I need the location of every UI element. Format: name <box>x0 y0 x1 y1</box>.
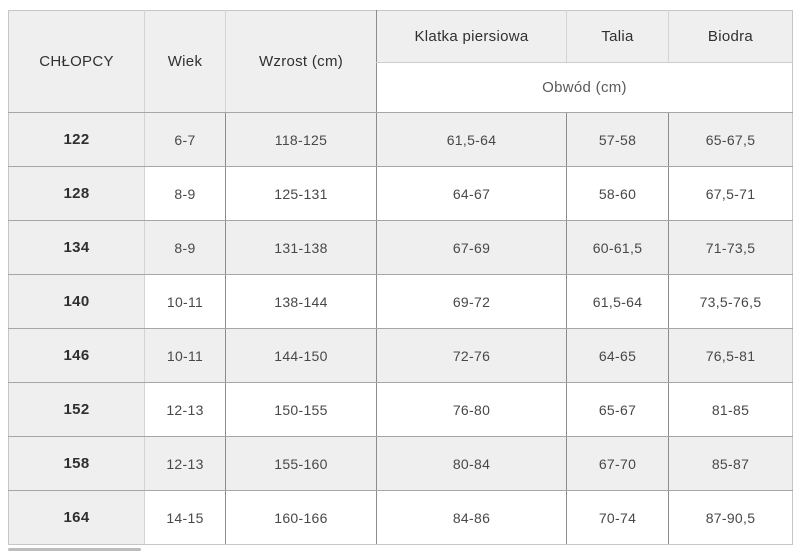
cell-size: 134 <box>8 220 145 275</box>
cell-size: 152 <box>8 382 145 437</box>
cell-hips: 73,5-76,5 <box>668 274 793 329</box>
col-header-hips: Biodra <box>668 10 793 63</box>
col-header-waist: Talia <box>566 10 669 63</box>
cell-hips: 67,5-71 <box>668 166 793 221</box>
header-row: CHŁOPCY Wiek Wzrost (cm) Klatka piersiow… <box>8 10 793 113</box>
cell-waist: 61,5-64 <box>566 274 669 329</box>
cell-hips: 87-90,5 <box>668 490 793 545</box>
cell-age: 6-7 <box>144 112 226 167</box>
cell-chest: 67-69 <box>376 220 567 275</box>
cell-hips: 76,5-81 <box>668 328 793 383</box>
cell-height: 118-125 <box>225 112 377 167</box>
cell-height: 131-138 <box>225 220 377 275</box>
cell-size: 164 <box>8 490 145 545</box>
cell-size: 158 <box>8 436 145 491</box>
cell-height: 160-166 <box>225 490 377 545</box>
subheader-row: Obwód (cm) <box>9 62 793 113</box>
cell-age: 12-13 <box>144 436 226 491</box>
table-row: 146 10-11 144-150 72-76 64-65 76,5-81 <box>8 328 793 383</box>
cell-waist: 70-74 <box>566 490 669 545</box>
horizontal-scrollbar-thumb[interactable] <box>8 548 141 551</box>
cell-size: 146 <box>8 328 145 383</box>
cell-height: 125-131 <box>225 166 377 221</box>
cell-height: 150-155 <box>225 382 377 437</box>
cell-age: 8-9 <box>144 166 226 221</box>
cell-waist: 60-61,5 <box>566 220 669 275</box>
col-header-age: Wiek <box>144 10 226 113</box>
table-row: 122 6-7 118-125 61,5-64 57-58 65-67,5 <box>8 112 793 167</box>
table-row: 128 8-9 125-131 64-67 58-60 67,5-71 <box>8 166 793 221</box>
table-row: 134 8-9 131-138 67-69 60-61,5 71-73,5 <box>8 220 793 275</box>
cell-age: 10-11 <box>144 274 226 329</box>
cell-age: 10-11 <box>144 328 226 383</box>
cell-hips: 71-73,5 <box>668 220 793 275</box>
cell-age: 8-9 <box>144 220 226 275</box>
cell-waist: 65-67 <box>566 382 669 437</box>
cell-waist: 58-60 <box>566 166 669 221</box>
table-row: 140 10-11 138-144 69-72 61,5-64 73,5-76,… <box>8 274 793 329</box>
cell-hips: 85-87 <box>668 436 793 491</box>
col-header-boys: CHŁOPCY <box>8 10 145 113</box>
col-header-height: Wzrost (cm) <box>225 10 377 113</box>
cell-age: 12-13 <box>144 382 226 437</box>
cell-chest: 84-86 <box>376 490 567 545</box>
cell-chest: 80-84 <box>376 436 567 491</box>
cell-hips: 81-85 <box>668 382 793 437</box>
col-header-chest: Klatka piersiowa <box>376 10 567 63</box>
table-row: 152 12-13 150-155 76-80 65-67 81-85 <box>8 382 793 437</box>
cell-waist: 67-70 <box>566 436 669 491</box>
cell-waist: 57-58 <box>566 112 669 167</box>
cell-hips: 65-67,5 <box>668 112 793 167</box>
cell-height: 155-160 <box>225 436 377 491</box>
cell-age: 14-15 <box>144 490 226 545</box>
cell-chest: 76-80 <box>376 382 567 437</box>
cell-height: 138-144 <box>225 274 377 329</box>
cell-size: 128 <box>8 166 145 221</box>
subheader-circumference: Obwód (cm) <box>376 62 793 113</box>
cell-chest: 72-76 <box>376 328 567 383</box>
cell-chest: 61,5-64 <box>376 112 567 167</box>
cell-height: 144-150 <box>225 328 377 383</box>
cell-size: 122 <box>8 112 145 167</box>
cell-waist: 64-65 <box>566 328 669 383</box>
boys-size-chart-table: CHŁOPCY Wiek Wzrost (cm) Klatka piersiow… <box>8 10 793 545</box>
cell-chest: 64-67 <box>376 166 567 221</box>
cell-chest: 69-72 <box>376 274 567 329</box>
table-row: 158 12-13 155-160 80-84 67-70 85-87 <box>8 436 793 491</box>
table-row: 164 14-15 160-166 84-86 70-74 87-90,5 <box>8 490 793 545</box>
cell-size: 140 <box>8 274 145 329</box>
